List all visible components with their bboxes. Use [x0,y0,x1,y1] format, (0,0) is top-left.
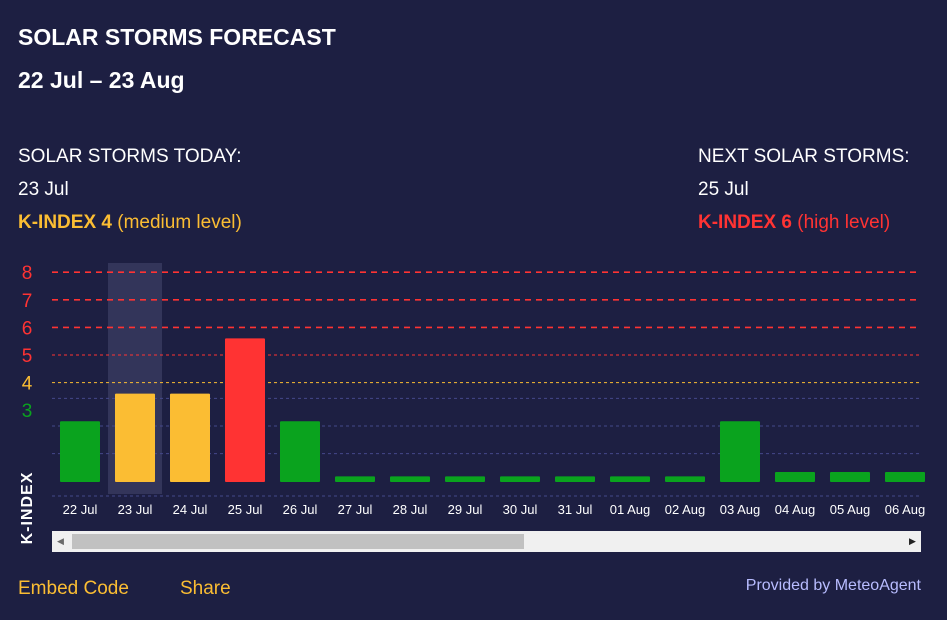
x-tick-label: 29 Jul [448,502,483,517]
y-tick-label-5: 5 [22,346,33,367]
x-tick-label: 31 Jul [558,502,593,517]
y-axis-label: K-INDEX [19,471,36,545]
x-tick-label: 03 Aug [720,502,761,517]
x-tick-label: 06 Aug [885,502,926,517]
page-title: SOLAR STORMS FORECAST [18,24,336,50]
x-tick-label: 01 Aug [610,502,651,517]
bar-01-aug [610,476,650,482]
y-tick-label-6: 6 [22,318,33,339]
x-tick-label: 27 Jul [338,502,373,517]
scroll-right-arrow-icon[interactable]: ▶ [909,536,916,546]
date-range: 22 Jul – 23 Aug [18,67,185,93]
today-kindex-value: K-INDEX 4 [18,212,112,233]
y-tick-label-9: 9 [22,255,33,257]
scroll-thumb[interactable] [72,534,524,549]
bar-31-jul [555,476,595,482]
embed-code-link[interactable]: Embed Code [18,578,129,599]
today-date: 23 Jul [18,179,69,200]
bar-30-jul [500,476,540,482]
next-kindex: K-INDEX 6 (high level) [698,206,910,239]
bar-22-jul [60,421,100,482]
today-heading: SOLAR STORMS TODAY: [18,146,242,167]
bar-26-jul [280,421,320,482]
y-tick-label-7: 7 [22,291,33,312]
x-tick-label: 25 Jul [228,502,263,517]
bar-05-aug [830,472,870,482]
x-tick-label: 05 Aug [830,502,871,517]
x-tick-label: 23 Jul [118,502,153,517]
x-tick-label: 30 Jul [503,502,538,517]
bar-23-jul [115,393,155,482]
provided-by-text[interactable]: Provided by MeteoAgent [745,577,921,594]
bar-02-aug [665,476,705,482]
next-kindex-value: K-INDEX 6 [698,212,792,233]
bar-24-jul [170,393,210,482]
chart-scrollbar[interactable]: ◀ ▶ [52,531,921,552]
x-tick-label: 26 Jul [283,502,318,517]
next-level: (high level) [797,212,891,233]
x-tick-label: 02 Aug [665,502,706,517]
y-tick-label-8: 8 [22,263,33,284]
bar-04-aug [775,472,815,482]
bar-29-jul [445,476,485,482]
bar-27-jul [335,476,375,482]
today-level: (medium level) [117,212,242,233]
x-tick-label: 24 Jul [173,502,208,517]
next-date: 25 Jul [698,179,749,200]
bar-25-jul [225,338,265,482]
scroll-left-arrow-icon[interactable]: ◀ [57,536,64,546]
share-link[interactable]: Share [180,578,231,599]
bar-28-jul [390,476,430,482]
x-tick-label: 22 Jul [63,502,98,517]
y-tick-label-3: 3 [22,401,33,422]
bar-06-aug [885,472,925,482]
y-tick-label-4: 4 [22,374,33,395]
today-panel: SOLAR STORMS TODAY: 23 Jul K-INDEX 4 (me… [18,140,242,239]
next-heading: NEXT SOLAR STORMS: [698,146,910,167]
x-tick-label: 28 Jul [393,502,428,517]
bar-03-aug [720,421,760,482]
today-kindex: K-INDEX 4 (medium level) [18,206,242,239]
next-panel: NEXT SOLAR STORMS: 25 Jul K-INDEX 6 (hig… [698,140,910,239]
kindex-bar-chart: 3 4 5 6 7 8 9 22 Jul 23 Jul 24 Jul 25 Jul 26 Jul 27 … [22,255,926,517]
x-tick-label: 04 Aug [775,502,816,517]
